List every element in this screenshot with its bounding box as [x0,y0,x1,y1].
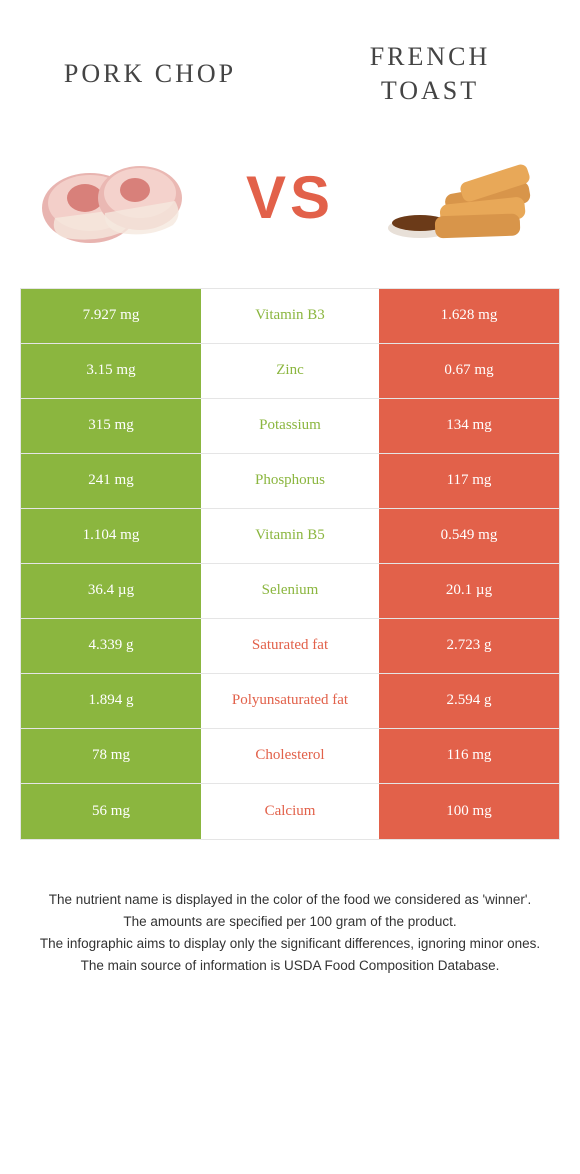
left-value-cell: 241 mg [21,454,201,508]
right-value-cell: 1.628 mg [379,289,559,343]
table-row: 4.339 gSaturated fat2.723 g [21,619,559,674]
footnote-line: The main source of information is USDA F… [30,956,550,976]
footnotes: The nutrient name is displayed in the co… [0,840,580,999]
right-food-title: FRENCH TOAST [330,40,530,108]
left-value-cell: 78 mg [21,729,201,783]
pork-chop-image [30,138,200,258]
header-row: PORK CHOP FRENCH TOAST [0,0,580,128]
nutrient-name-cell: Vitamin B5 [201,509,379,563]
right-value-cell: 100 mg [379,784,559,839]
nutrient-name-cell: Selenium [201,564,379,618]
nutrient-name-cell: Zinc [201,344,379,398]
left-value-cell: 1.104 mg [21,509,201,563]
vs-row: VS [0,128,580,288]
vs-label: VS [246,163,334,232]
nutrient-name-cell: Calcium [201,784,379,839]
table-row: 241 mgPhosphorus117 mg [21,454,559,509]
right-value-cell: 2.594 g [379,674,559,728]
right-value-cell: 134 mg [379,399,559,453]
right-food-title-text: FRENCH TOAST [370,42,491,105]
left-value-cell: 4.339 g [21,619,201,673]
nutrient-name-cell: Vitamin B3 [201,289,379,343]
nutrient-name-cell: Polyunsaturated fat [201,674,379,728]
left-value-cell: 315 mg [21,399,201,453]
footnote-line: The nutrient name is displayed in the co… [30,890,550,910]
table-row: 315 mgPotassium134 mg [21,399,559,454]
table-row: 36.4 µgSelenium20.1 µg [21,564,559,619]
nutrient-name-cell: Potassium [201,399,379,453]
left-value-cell: 1.894 g [21,674,201,728]
right-value-cell: 117 mg [379,454,559,508]
left-value-cell: 3.15 mg [21,344,201,398]
table-row: 56 mgCalcium100 mg [21,784,559,839]
right-value-cell: 2.723 g [379,619,559,673]
table-row: 3.15 mgZinc0.67 mg [21,344,559,399]
right-value-cell: 20.1 µg [379,564,559,618]
right-value-cell: 0.67 mg [379,344,559,398]
right-value-cell: 0.549 mg [379,509,559,563]
french-toast-image [380,138,550,258]
left-value-cell: 36.4 µg [21,564,201,618]
left-food-title: PORK CHOP [50,59,250,89]
nutrient-table: 7.927 mgVitamin B31.628 mg3.15 mgZinc0.6… [20,288,560,840]
nutrient-name-cell: Saturated fat [201,619,379,673]
table-row: 7.927 mgVitamin B31.628 mg [21,289,559,344]
left-value-cell: 56 mg [21,784,201,839]
table-row: 78 mgCholesterol116 mg [21,729,559,784]
footnote-line: The amounts are specified per 100 gram o… [30,912,550,932]
right-value-cell: 116 mg [379,729,559,783]
table-row: 1.104 mgVitamin B50.549 mg [21,509,559,564]
left-value-cell: 7.927 mg [21,289,201,343]
nutrient-name-cell: Cholesterol [201,729,379,783]
footnote-line: The infographic aims to display only the… [30,934,550,954]
table-row: 1.894 gPolyunsaturated fat2.594 g [21,674,559,729]
nutrient-name-cell: Phosphorus [201,454,379,508]
